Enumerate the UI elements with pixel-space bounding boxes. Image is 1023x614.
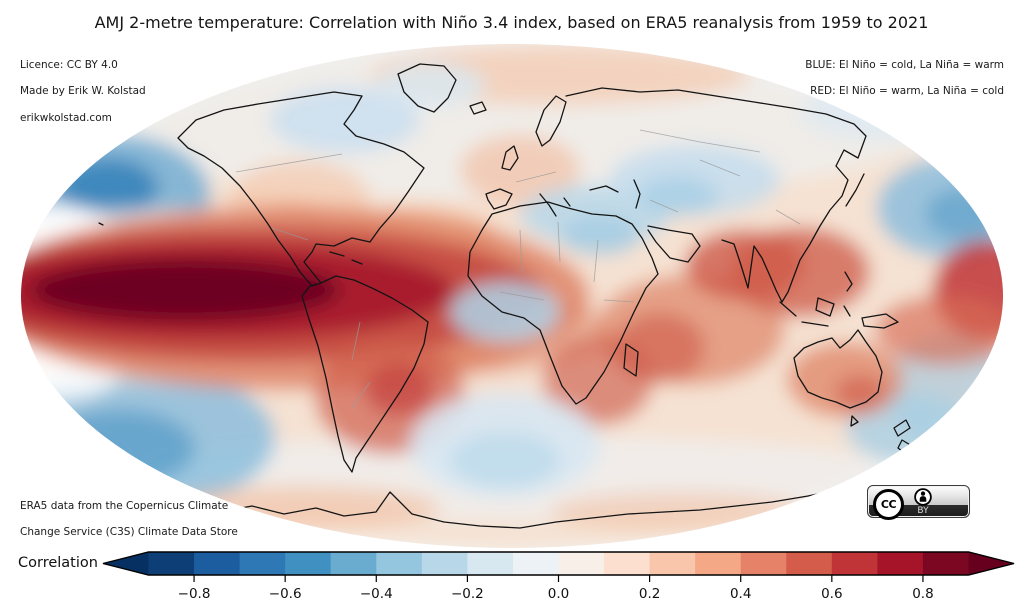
coast-britain: [501, 145, 519, 171]
correlation-field: [21, 44, 1003, 546]
figure-title: AMJ 2-metre temperature: Correlation wit…: [94, 13, 929, 32]
colorbar-segment: [558, 552, 605, 575]
coast-south-america: [301, 275, 429, 473]
colorbar-segment: [740, 552, 787, 575]
coast-greenland: [397, 63, 457, 113]
colorbar-segment: [786, 552, 833, 575]
colorbar-segment: [649, 552, 696, 575]
colorbar-tick-label: 0.0: [548, 586, 569, 602]
coast-java: [801, 321, 829, 327]
country-borders: [235, 129, 801, 409]
colorbar-under-arrow: [103, 552, 149, 575]
coast-tasmania: [850, 415, 859, 427]
licence-line-2: Made by Erik W. Kolstad: [20, 85, 146, 98]
colorbar-segment: [512, 552, 559, 575]
coast-italy-greece: [539, 193, 571, 217]
colorbar-tick-label: −0.4: [360, 586, 393, 602]
color-legend-note: BLUE: El Niño = cold, La Niña = warm RED…: [805, 59, 1004, 99]
coast-arabia: [647, 225, 701, 263]
cc-logo-icon: CC: [873, 489, 904, 520]
correlation-blob: [450, 432, 560, 488]
correlation-blob: [30, 259, 340, 321]
colorbar-over-arrow: [968, 552, 1014, 575]
colorbar-segment: [239, 552, 286, 575]
colorbar-tick-label: 0.2: [639, 586, 660, 602]
correlation-blob: [365, 364, 435, 416]
colorbar-segment: [604, 552, 651, 575]
person-icon: [914, 488, 932, 506]
coast-asia: [565, 87, 867, 303]
coast-india: [721, 239, 783, 303]
colorbar-segment: [421, 552, 468, 575]
coast-caribbean: [329, 251, 363, 265]
correlation-blob: [875, 295, 1003, 365]
licence-note: Licence: CC BY 4.0 Made by Erik W. Kolst…: [20, 59, 146, 125]
correlation-blob: [550, 492, 810, 532]
colorbar-tick-label: 0.8: [912, 586, 933, 602]
coast-hawaii: [98, 222, 104, 226]
coast-philippines: [844, 271, 853, 292]
correlation-blob: [270, 87, 420, 153]
correlation-blob: [45, 410, 195, 486]
colorbar-segment: [194, 552, 241, 575]
colorbar-segment: [922, 552, 969, 575]
coast-new-guinea: [861, 313, 899, 329]
colorbar-segment: [877, 552, 924, 575]
colorbar-outline: [102, 551, 1015, 576]
legend-red-line: RED: El Niño = warm, La Niña = cold: [810, 85, 1004, 98]
coast-antarctica: [185, 489, 837, 529]
coast-sumatra: [779, 301, 797, 317]
legend-blue-line: BLUE: El Niño = cold, La Niña = warm: [805, 59, 1004, 71]
coast-scandinavia: [535, 95, 567, 147]
correlation-blob: [450, 282, 560, 342]
coast-iceland: [469, 101, 487, 115]
coast-madagascar: [623, 343, 639, 377]
coast-sulawesi: [843, 305, 851, 317]
colorbar-segment: [148, 552, 195, 575]
coast-iberia: [485, 188, 513, 210]
colorbar-tick-label: −0.8: [178, 586, 211, 602]
colorbar-segment: [330, 552, 377, 575]
correlation-blob: [730, 227, 870, 317]
coast-borneo: [815, 297, 835, 317]
cc-by-badge: CC BY: [867, 485, 970, 520]
world-map: [21, 44, 1003, 548]
coast-japan: [845, 173, 865, 207]
colorbar-label: Correlation: [18, 555, 98, 571]
coast-north-america: [177, 91, 425, 287]
correlation-blob: [460, 135, 580, 205]
correlation-blob: [560, 216, 640, 256]
source-line-1: ERA5 data from the Copernicus Climate: [20, 500, 229, 512]
colorbar-tick-label: −0.2: [451, 586, 484, 602]
coast-black-sea: [589, 185, 619, 193]
colorbar: −0.8 −0.6 −0.4 −0.2 0.0 0.2 0.4 0.6 0.8: [102, 551, 1015, 602]
correlation-blob: [638, 176, 718, 216]
colorbar-segment: [376, 552, 423, 575]
coast-australia: [793, 329, 883, 409]
colorbar-segment: [831, 552, 878, 575]
colorbar-segment: [695, 552, 742, 575]
colorbar-tick-label: 0.6: [821, 586, 842, 602]
correlation-blob: [835, 375, 885, 409]
licence-link: erikwkolstad.com: [20, 111, 112, 124]
cc-by-label: BY: [917, 506, 929, 516]
colorbar-segment: [285, 552, 332, 575]
correlation-blob: [925, 188, 1001, 240]
source-line-2: Change Service (C3S) Climate Data Store: [20, 526, 238, 539]
colorbar-segment: [467, 552, 514, 575]
correlation-blob: [375, 63, 485, 107]
data-source-note: ERA5 data from the Copernicus Climate Ch…: [20, 500, 238, 540]
coast-caspian: [633, 179, 641, 209]
licence-line-1: Licence: CC BY 4.0: [20, 59, 118, 71]
colorbar-tick-label: −0.6: [269, 586, 302, 602]
colorbar-tick-label: 0.4: [730, 586, 751, 602]
coast-africa: [467, 201, 659, 405]
